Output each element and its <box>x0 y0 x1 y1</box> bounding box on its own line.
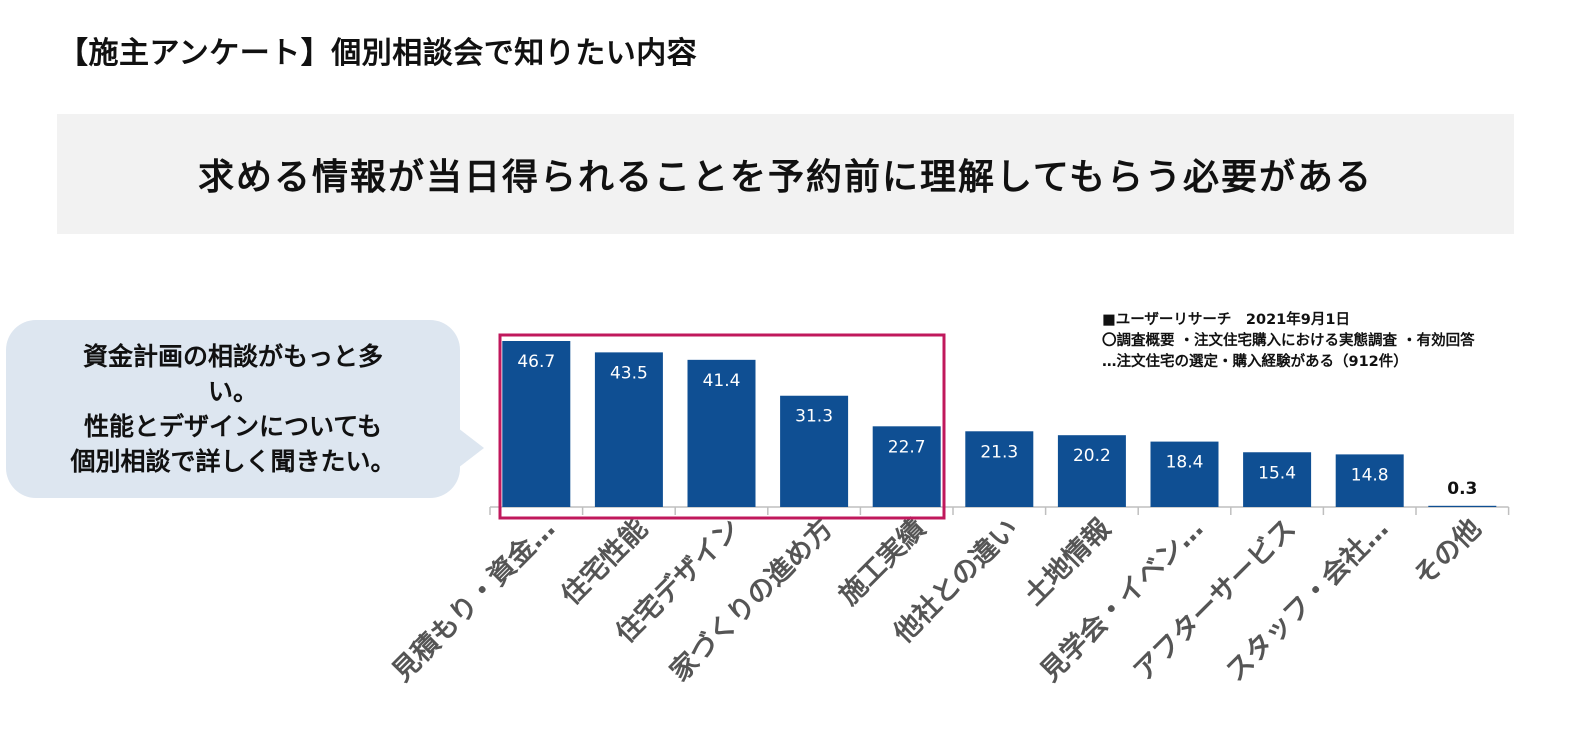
value-label: 0.3 <box>1447 479 1477 499</box>
bar <box>780 395 849 507</box>
bar <box>872 426 941 507</box>
bar <box>1428 505 1497 507</box>
category-label: 施工実績 <box>833 512 932 611</box>
category-label: 家づくりの進め方 <box>664 512 839 687</box>
speech-bubble-line: 性能とデザインについても <box>83 412 382 441</box>
bar <box>1335 454 1404 507</box>
speech-bubble-line: 資金計画の相談がもっと多 <box>82 342 383 371</box>
speech-bubble-tail <box>458 428 484 468</box>
bar <box>687 359 756 507</box>
source-note-line: …注文住宅の選定・購入経験がある（912件） <box>1102 354 1408 370</box>
speech-bubble-line: 個別相談で詳しく聞きたい。 <box>70 447 396 476</box>
value-label: 46.7 <box>517 352 555 372</box>
value-label: 31.3 <box>795 407 833 427</box>
category-label: スタッフ・会社… <box>1219 512 1394 687</box>
bar <box>594 352 663 507</box>
source-note-line: ■ユーザーリサーチ 2021年9月1日 <box>1102 312 1350 328</box>
speech-bubble-line: い。 <box>207 377 258 406</box>
category-label: アフターサービス <box>1128 513 1302 687</box>
value-label: 18.4 <box>1166 453 1204 473</box>
category-label: 住宅性能 <box>555 512 654 611</box>
source-note-line: 〇調査概要 ・注文住宅購入における実態調査 ・有効回答 <box>1102 333 1475 349</box>
bar <box>1150 441 1219 507</box>
bar <box>1057 435 1126 507</box>
highlight-box <box>498 333 946 520</box>
bar <box>502 341 571 507</box>
page-title: 【施主アンケート】個別相談会で知りたい内容 <box>58 36 698 71</box>
category-label: 見積もり・資金… <box>386 512 561 687</box>
value-label: 41.4 <box>703 371 741 391</box>
value-label: 21.3 <box>980 442 1018 462</box>
value-label: 43.5 <box>610 363 648 383</box>
speech-bubble: 資金計画の相談がもっと多 い。 性能とデザインについても 個別相談で詳しく聞きた… <box>6 320 460 498</box>
headline-text: 求める情報が当日得られることを予約前に理解してもらう必要がある <box>197 157 1374 198</box>
value-label: 14.8 <box>1351 465 1389 485</box>
source-note: ■ユーザーリサーチ 2021年9月1日 〇調査概要 ・注文住宅購入における実態調… <box>1102 310 1475 373</box>
category-label: その他 <box>1408 513 1487 592</box>
bar <box>1243 452 1312 507</box>
value-label: 22.7 <box>888 437 926 457</box>
value-label: 20.2 <box>1073 446 1111 466</box>
headline-banner: 求める情報が当日得られることを予約前に理解してもらう必要がある <box>57 114 1514 234</box>
value-label: 15.4 <box>1258 463 1296 483</box>
bar <box>965 431 1034 507</box>
category-label: 見学会・イベン… <box>1034 512 1209 687</box>
